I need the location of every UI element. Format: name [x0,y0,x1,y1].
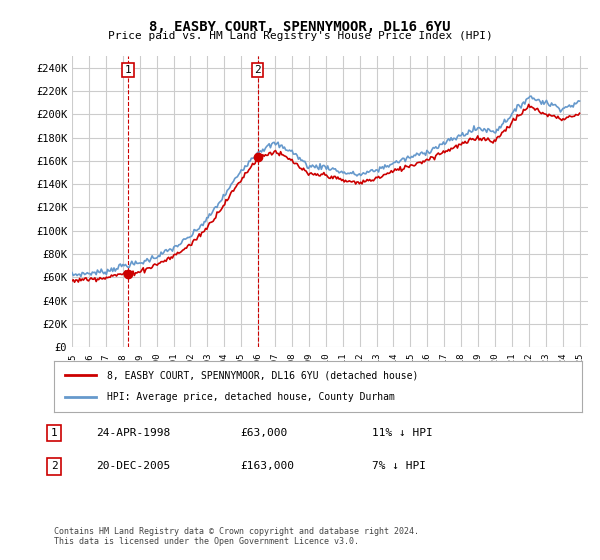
Text: 2: 2 [254,65,261,75]
Text: Price paid vs. HM Land Registry's House Price Index (HPI): Price paid vs. HM Land Registry's House … [107,31,493,41]
Text: Contains HM Land Registry data © Crown copyright and database right 2024.
This d: Contains HM Land Registry data © Crown c… [54,526,419,546]
Text: £163,000: £163,000 [240,461,294,472]
Text: HPI: Average price, detached house, County Durham: HPI: Average price, detached house, Coun… [107,393,395,403]
Text: 20-DEC-2005: 20-DEC-2005 [96,461,170,472]
Text: 2: 2 [50,461,58,472]
Text: 11% ↓ HPI: 11% ↓ HPI [372,428,433,438]
Text: 1: 1 [50,428,58,438]
Text: 24-APR-1998: 24-APR-1998 [96,428,170,438]
Text: 7% ↓ HPI: 7% ↓ HPI [372,461,426,472]
Text: 1: 1 [125,65,131,75]
Text: 8, EASBY COURT, SPENNYMOOR, DL16 6YU (detached house): 8, EASBY COURT, SPENNYMOOR, DL16 6YU (de… [107,370,418,380]
Text: £63,000: £63,000 [240,428,287,438]
Text: 8, EASBY COURT, SPENNYMOOR, DL16 6YU: 8, EASBY COURT, SPENNYMOOR, DL16 6YU [149,20,451,34]
